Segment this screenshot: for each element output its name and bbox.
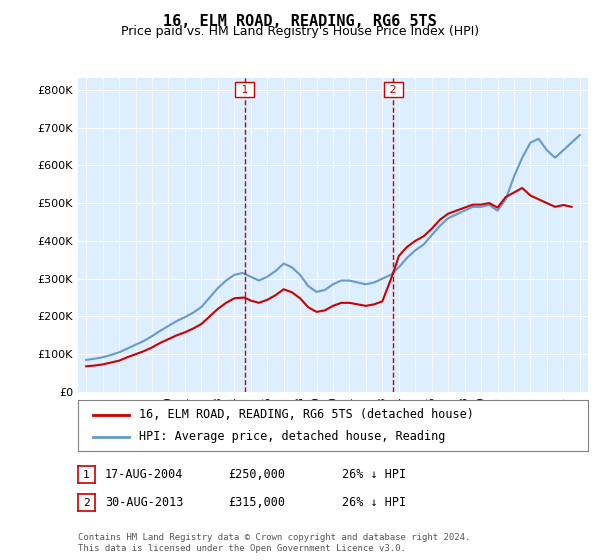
Text: 16, ELM ROAD, READING, RG6 5TS: 16, ELM ROAD, READING, RG6 5TS	[163, 14, 437, 29]
Text: HPI: Average price, detached house, Reading: HPI: Average price, detached house, Read…	[139, 430, 446, 443]
Text: 26% ↓ HPI: 26% ↓ HPI	[342, 496, 406, 510]
Text: 17-AUG-2004: 17-AUG-2004	[105, 468, 184, 482]
Text: 2: 2	[386, 85, 400, 95]
Text: 2: 2	[83, 498, 90, 508]
Text: 1: 1	[83, 470, 90, 480]
Text: 30-AUG-2013: 30-AUG-2013	[105, 496, 184, 510]
Text: 16, ELM ROAD, READING, RG6 5TS (detached house): 16, ELM ROAD, READING, RG6 5TS (detached…	[139, 408, 474, 421]
Text: £250,000: £250,000	[228, 468, 285, 482]
Text: Contains HM Land Registry data © Crown copyright and database right 2024.
This d: Contains HM Land Registry data © Crown c…	[78, 533, 470, 553]
Text: £315,000: £315,000	[228, 496, 285, 510]
Text: 1: 1	[238, 85, 251, 95]
Text: 26% ↓ HPI: 26% ↓ HPI	[342, 468, 406, 482]
Text: Price paid vs. HM Land Registry's House Price Index (HPI): Price paid vs. HM Land Registry's House …	[121, 25, 479, 38]
